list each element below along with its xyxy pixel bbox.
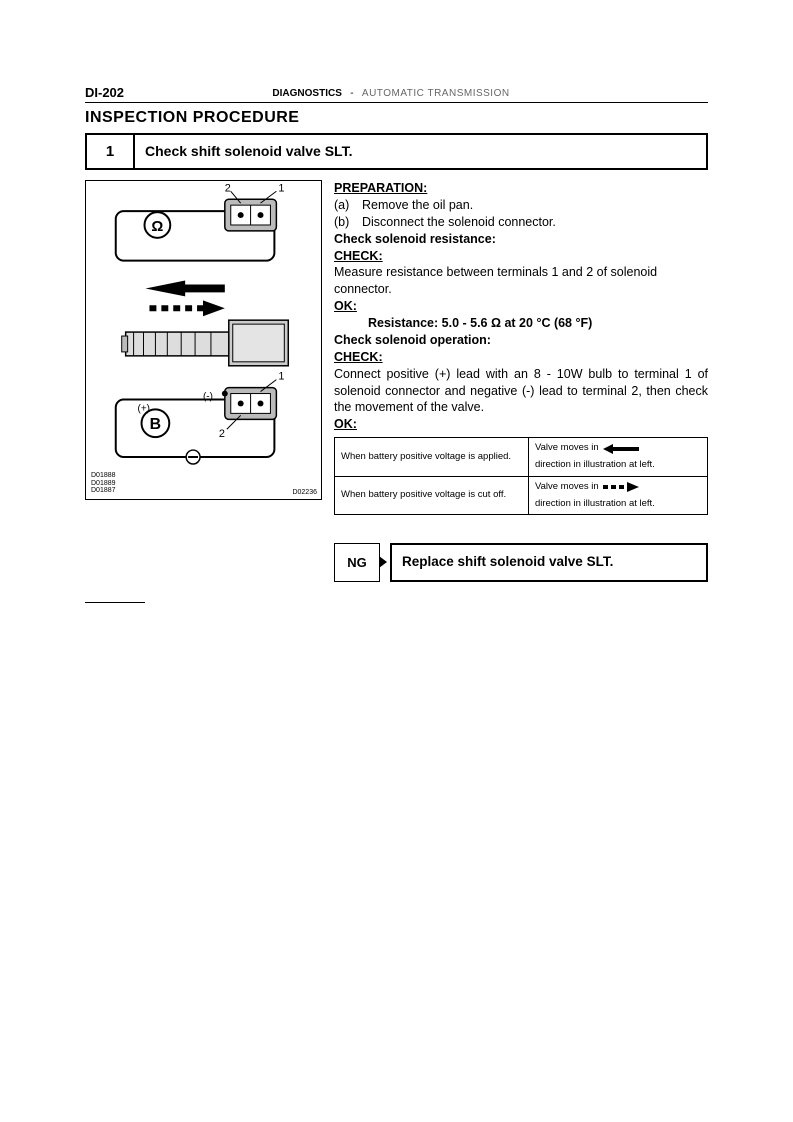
svg-text:1: 1 <box>278 182 284 194</box>
prep-a-label: (a) <box>334 197 362 214</box>
header-sep: - <box>350 88 353 99</box>
svg-text:(-): (-) <box>203 391 213 402</box>
content-row: Ω 2 1 <box>85 180 708 582</box>
section-title: INSPECTION PROCEDURE <box>85 109 708 127</box>
ng-arrow-icon <box>380 543 390 581</box>
prep-label: PREPARATION: <box>334 181 427 195</box>
solenoid-diagram: Ω 2 1 <box>86 181 321 499</box>
diagram-code: D01888 <box>91 472 116 480</box>
svg-text:2: 2 <box>225 182 231 194</box>
ng-row: NG Replace shift solenoid valve SLT. <box>334 543 708 581</box>
prep-b-label: (b) <box>334 214 362 231</box>
result-condition: When battery positive voltage is cut off… <box>335 476 529 515</box>
diagram-code: D01889 <box>91 480 116 488</box>
ok-label-2: OK: <box>334 417 357 431</box>
prep-a-text: Remove the oil pan. <box>362 197 473 214</box>
svg-text:1: 1 <box>278 371 284 383</box>
ng-action: Replace shift solenoid valve SLT. <box>390 543 708 581</box>
step-number: 1 <box>87 135 135 168</box>
footer-rule <box>85 602 145 603</box>
table-row: When battery positive voltage is cut off… <box>335 476 708 515</box>
check-op-text: Connect positive (+) lead with an 8 - 10… <box>334 366 708 417</box>
arrow-dashed-right-icon <box>603 482 639 492</box>
check-label-2: CHECK: <box>334 350 383 364</box>
result-table: When battery positive voltage is applied… <box>334 437 708 515</box>
page: DI-202 DIAGNOSTICS - AUTOMATIC TRANSMISS… <box>0 0 793 643</box>
result-pre: Valve moves in <box>535 442 599 455</box>
diagram-code: D01887 <box>91 487 116 495</box>
result-post: direction in illustration at left. <box>535 498 655 511</box>
prep-b-text: Disconnect the solenoid connector. <box>362 214 556 231</box>
result-post: direction in illustration at left. <box>535 459 655 472</box>
step-box: 1 Check shift solenoid valve SLT. <box>85 133 708 170</box>
result-action: Valve moves in direction in illustration… <box>528 476 707 515</box>
svg-text:Ω: Ω <box>151 219 163 235</box>
diagram-box: Ω 2 1 <box>85 180 322 500</box>
ng-label: NG <box>334 543 380 581</box>
check-op-title: Check solenoid operation: <box>334 332 708 349</box>
check-res-text: Measure resistance between terminals 1 a… <box>334 264 708 298</box>
result-action: Valve moves in direction in illustration… <box>528 438 707 477</box>
header-section: DIAGNOSTICS <box>272 88 341 99</box>
header-topic: AUTOMATIC TRANSMISSION <box>362 88 510 99</box>
diagram-codes: D01888 D01889 D01887 <box>91 472 116 495</box>
table-row: When battery positive voltage is applied… <box>335 438 708 477</box>
result-condition: When battery positive voltage is applied… <box>335 438 529 477</box>
check-label-1: CHECK: <box>334 249 383 263</box>
diagram-ref: D02236 <box>292 489 317 496</box>
check-res-title: Check solenoid resistance: <box>334 231 708 248</box>
svg-text:B: B <box>150 416 161 433</box>
page-header: DI-202 DIAGNOSTICS - AUTOMATIC TRANSMISS… <box>85 85 708 100</box>
instructions: PREPARATION: (a) Remove the oil pan. (b)… <box>334 180 708 582</box>
arrow-solid-left-icon <box>603 444 639 454</box>
header-rule <box>85 102 708 103</box>
result-pre: Valve moves in <box>535 481 599 494</box>
svg-text:2: 2 <box>219 428 225 440</box>
ok-label-1: OK: <box>334 299 357 313</box>
header-subject: DIAGNOSTICS - AUTOMATIC TRANSMISSION <box>124 88 658 100</box>
step-title: Check shift solenoid valve SLT. <box>135 135 706 168</box>
resistance-value: Resistance: 5.0 - 5.6 Ω at 20 °C (68 °F) <box>368 315 708 332</box>
svg-text:(+): (+) <box>138 403 150 414</box>
page-id: DI-202 <box>85 85 124 100</box>
